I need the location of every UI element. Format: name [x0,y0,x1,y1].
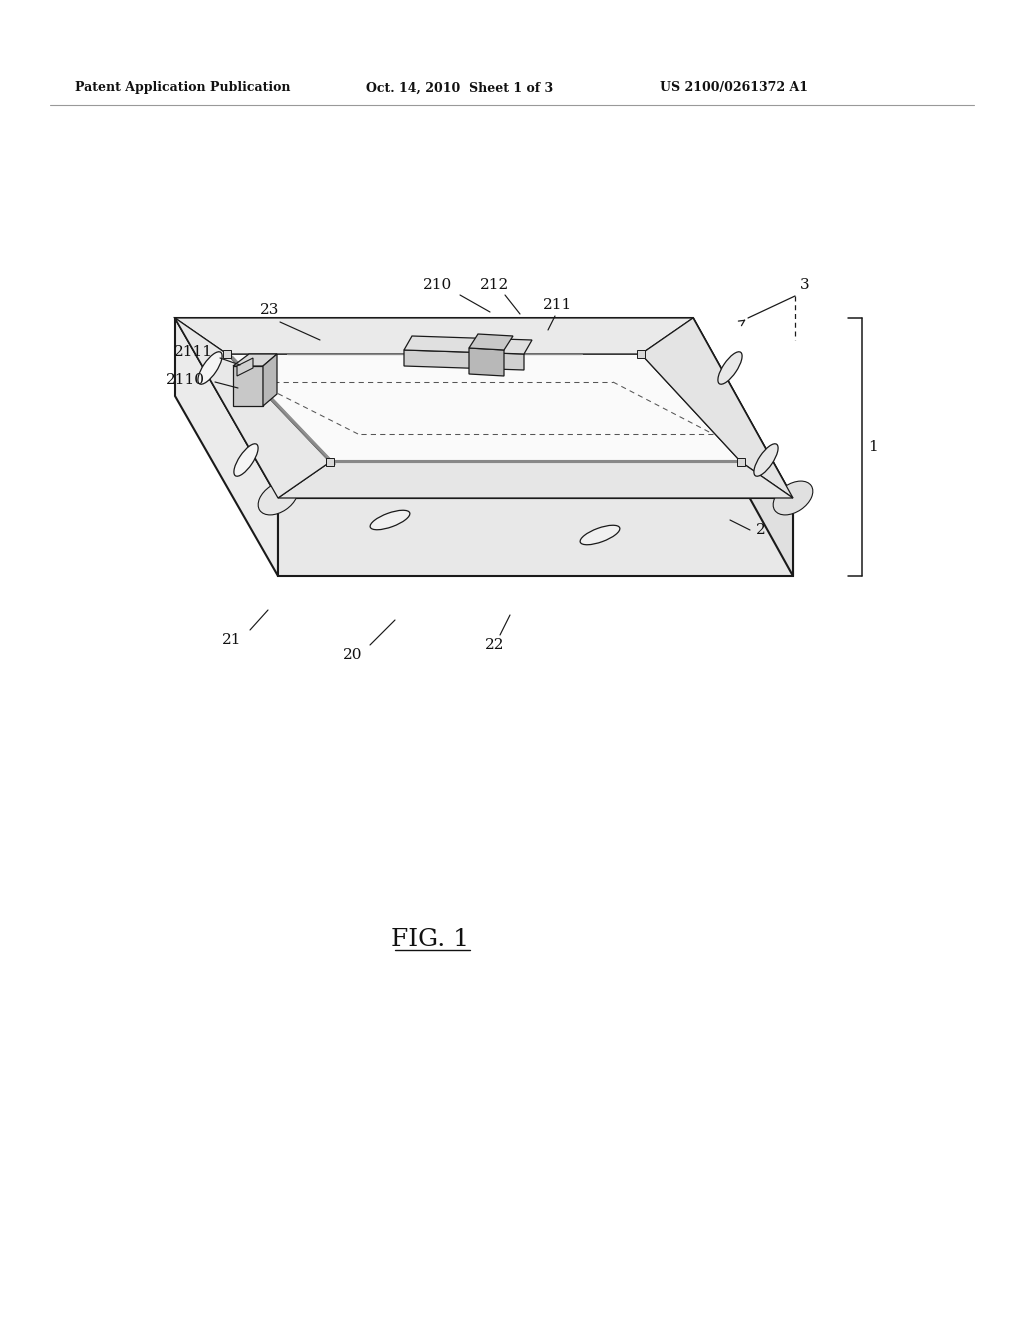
Text: 2111: 2111 [173,345,213,359]
Polygon shape [175,318,278,576]
Polygon shape [233,354,278,366]
Ellipse shape [370,511,410,529]
Ellipse shape [198,351,222,384]
Ellipse shape [754,444,778,477]
Polygon shape [278,498,793,576]
Text: 2: 2 [756,523,766,537]
Bar [223,350,231,358]
Text: FIG. 1: FIG. 1 [391,928,469,952]
Bar [737,458,745,466]
Text: 1: 1 [868,440,878,454]
Text: 211: 211 [544,298,572,312]
Ellipse shape [773,480,813,515]
Polygon shape [693,318,793,576]
Polygon shape [469,334,513,350]
Polygon shape [175,318,693,354]
Polygon shape [469,348,504,376]
Polygon shape [404,337,532,354]
Text: 21: 21 [222,634,242,647]
Text: Oct. 14, 2010  Sheet 1 of 3: Oct. 14, 2010 Sheet 1 of 3 [366,82,553,95]
Polygon shape [641,318,793,498]
Text: 2110: 2110 [166,374,205,387]
Polygon shape [278,462,793,498]
Polygon shape [175,318,793,498]
Text: 212: 212 [480,279,510,292]
Text: 3: 3 [800,279,810,292]
Text: 210: 210 [423,279,453,292]
Bar [326,458,334,466]
Text: Patent Application Publication: Patent Application Publication [75,82,291,95]
Text: 20: 20 [343,648,362,663]
Ellipse shape [233,444,258,477]
Text: US 2100/0261372 A1: US 2100/0261372 A1 [660,82,808,95]
Ellipse shape [581,525,620,545]
Ellipse shape [258,480,298,515]
Polygon shape [404,350,524,370]
Ellipse shape [718,351,742,384]
Polygon shape [233,366,263,407]
Text: 22: 22 [485,638,505,652]
Polygon shape [227,354,741,462]
Text: 23: 23 [260,304,280,317]
Polygon shape [175,318,330,498]
Bar [637,350,645,358]
Polygon shape [263,354,278,407]
Polygon shape [237,358,253,376]
